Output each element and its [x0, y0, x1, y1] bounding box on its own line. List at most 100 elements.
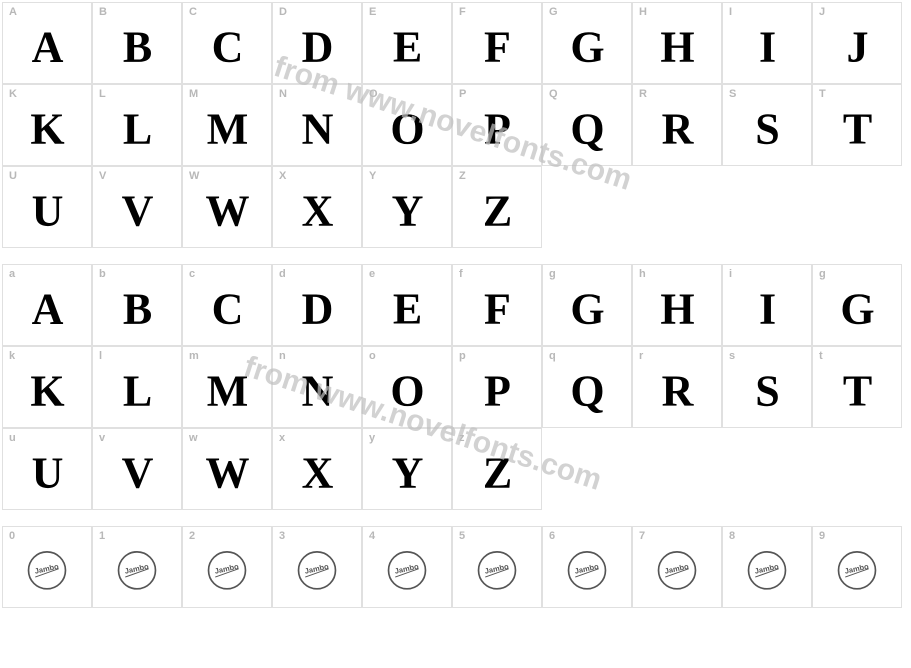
jambo-logo-icon: Jambo: [746, 549, 788, 591]
cell-key-label: r: [639, 350, 643, 362]
cell-key-label: 1: [99, 530, 105, 542]
glyph-cell: NN: [272, 84, 362, 166]
glyph-display: Q: [570, 366, 603, 417]
glyph-display: D: [302, 284, 333, 335]
glyph-row: 0 Jambo 1 Jambo 2 Jambo 3 Jambo 4 Jambo …: [2, 526, 909, 608]
glyph-display: X: [302, 448, 333, 499]
row-spacer: [2, 248, 909, 264]
cell-key-label: N: [279, 88, 287, 100]
cell-key-label: d: [279, 268, 286, 280]
glyph-cell: JJ: [812, 2, 902, 84]
cell-key-label: L: [99, 88, 106, 100]
glyph-display: I: [759, 284, 775, 335]
cell-key-label: M: [189, 88, 198, 100]
cell-key-label: 7: [639, 530, 645, 542]
glyph-display: O: [390, 366, 423, 417]
glyph-display: U: [32, 448, 63, 499]
glyph-cell: dD: [272, 264, 362, 346]
glyph-cell: gG: [542, 264, 632, 346]
glyph-display: S: [755, 366, 778, 417]
cell-key-label: z: [459, 432, 465, 444]
cell-key-label: o: [369, 350, 376, 362]
cell-key-label: t: [819, 350, 823, 362]
cell-key-label: F: [459, 6, 466, 18]
jambo-logo-icon: Jambo: [116, 549, 158, 591]
cell-key-label: v: [99, 432, 105, 444]
glyph-row: AABBCCDDEEFFGGHHIIJJ: [2, 2, 909, 84]
cell-key-label: 2: [189, 530, 195, 542]
cell-key-label: 9: [819, 530, 825, 542]
glyph-cell: 9 Jambo: [812, 526, 902, 608]
glyph-display: R: [662, 104, 693, 155]
cell-key-label: S: [729, 88, 736, 100]
glyph-display: P: [484, 366, 510, 417]
cell-key-label: g: [549, 268, 556, 280]
glyph-row: UUVVWWXXYYZZ: [2, 166, 909, 248]
glyph-display: Y: [392, 186, 423, 237]
glyph-display: Z: [483, 448, 511, 499]
glyph-cell: II: [722, 2, 812, 84]
glyph-cell: wW: [182, 428, 272, 510]
jambo-logo-icon: Jambo: [26, 549, 68, 591]
font-character-map: AABBCCDDEEFFGGHHIIJJKKLLMMNNOOPPQQRRSSTT…: [0, 0, 911, 610]
cell-key-label: T: [819, 88, 826, 100]
glyph-cell: lL: [92, 346, 182, 428]
glyph-display: D: [302, 22, 333, 73]
glyph-cell: 5 Jambo: [452, 526, 542, 608]
empty-cell: [722, 166, 812, 248]
glyph-display: M: [207, 104, 248, 155]
cell-key-label: C: [189, 6, 197, 18]
cell-key-label: l: [99, 350, 102, 362]
glyph-display: Y: [392, 448, 423, 499]
glyph-display: N: [302, 366, 333, 417]
glyph-cell: iI: [722, 264, 812, 346]
glyph-display: X: [302, 186, 333, 237]
glyph-display: Z: [483, 186, 511, 237]
glyph-cell: mM: [182, 346, 272, 428]
glyph-display: W: [206, 448, 249, 499]
empty-cell: [722, 428, 812, 510]
cell-key-label: I: [729, 6, 732, 18]
glyph-cell: RR: [632, 84, 722, 166]
svg-text:Jambo: Jambo: [484, 562, 510, 576]
glyph-display: S: [755, 104, 778, 155]
glyph-cell: 4 Jambo: [362, 526, 452, 608]
glyph-display: A: [32, 22, 63, 73]
cell-key-label: i: [729, 268, 732, 280]
glyph-row: aAbBcCdDeEfFgGhHiIgG: [2, 264, 909, 346]
cell-key-label: u: [9, 432, 16, 444]
glyph-display: I: [759, 22, 775, 73]
cell-key-label: m: [189, 350, 199, 362]
cell-key-label: U: [9, 170, 17, 182]
glyph-display: F: [484, 22, 510, 73]
cell-key-label: 0: [9, 530, 15, 542]
glyph-display: G: [570, 284, 603, 335]
cell-key-label: K: [9, 88, 17, 100]
glyph-cell: cC: [182, 264, 272, 346]
empty-cell: [542, 166, 632, 248]
svg-text:Jambo: Jambo: [664, 562, 690, 576]
empty-cell: [632, 428, 722, 510]
empty-cell: [632, 166, 722, 248]
glyph-display: V: [122, 186, 153, 237]
cell-key-label: 4: [369, 530, 375, 542]
glyph-display: P: [484, 104, 510, 155]
glyph-cell: MM: [182, 84, 272, 166]
glyph-cell: ZZ: [452, 166, 542, 248]
glyph-cell: WW: [182, 166, 272, 248]
svg-text:Jambo: Jambo: [304, 562, 330, 576]
glyph-display: H: [660, 22, 693, 73]
cell-key-label: f: [459, 268, 463, 280]
svg-text:Jambo: Jambo: [754, 562, 780, 576]
cell-key-label: O: [369, 88, 378, 100]
glyph-display: O: [390, 104, 423, 155]
empty-cell: [812, 166, 902, 248]
glyph-cell: LL: [92, 84, 182, 166]
cell-key-label: 5: [459, 530, 465, 542]
glyph-display: U: [32, 186, 63, 237]
glyph-display: A: [32, 284, 63, 335]
glyph-display: J: [847, 22, 868, 73]
cell-key-label: D: [279, 6, 287, 18]
jambo-logo-icon: Jambo: [476, 549, 518, 591]
cell-key-label: 8: [729, 530, 735, 542]
